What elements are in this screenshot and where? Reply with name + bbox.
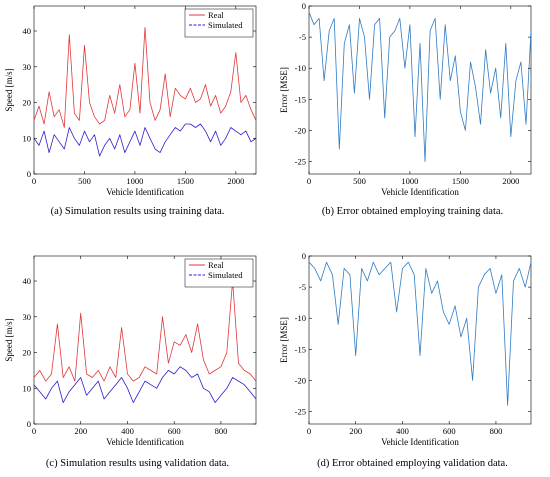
y-tick-label: -20 [295, 375, 306, 385]
y-tick-label: 40 [23, 276, 32, 286]
chart-panel-a: 0 500 1000 1500 2000 0 10 20 30 40 Vehicle Identif… [0, 0, 275, 200]
legend-box [184, 258, 254, 288]
y-tick-label: -5 [299, 282, 306, 292]
chart-panel-d: 0 200 400 600 800 0 -5 -10 -15 -20 -25 Vehicle Iden… [275, 250, 550, 450]
y-tick-label: 0 [27, 169, 31, 179]
chart-c-svg: 0 200 400 600 800 0 10 20 30 40 Vehicle Identifica… [4, 255, 257, 447]
x-tick-label: 400 [396, 426, 409, 436]
x-tick-label: 400 [121, 426, 134, 436]
y-tick-label: -10 [295, 313, 306, 323]
y-tick-label: -25 [295, 407, 306, 417]
series-line-real [33, 280, 257, 382]
caption-d: (d) Error obtained employing validation … [317, 458, 508, 469]
y-tick-label: -15 [295, 344, 306, 354]
series-line-error [308, 12, 532, 163]
legend-box [184, 8, 254, 38]
series-line-error [308, 261, 532, 406]
x-tick-label: 1000 [126, 176, 143, 186]
y-axis-label: Error [MSE] [279, 67, 289, 113]
y-tick-label: 30 [23, 62, 32, 72]
y-tick-label: 30 [23, 312, 32, 322]
y-tick-label: -20 [295, 125, 306, 135]
chart-panel-c: 0 200 400 600 800 0 10 20 30 40 Vehicle Identifica… [0, 250, 275, 450]
x-axis-label: Vehicle Identification [106, 437, 184, 447]
caption-a: (a) Simulation results using training da… [50, 206, 225, 217]
x-tick-label: 500 [353, 176, 366, 186]
chart-d-svg: 0 200 400 600 800 0 -5 -10 -15 -20 -25 Vehicle Iden… [279, 251, 532, 447]
y-tick-label: 0 [302, 1, 306, 11]
x-tick-label: 0 [32, 426, 36, 436]
y-tick-label: -15 [295, 94, 306, 104]
y-axis-label: Speed [m/s] [4, 318, 14, 361]
x-axis-label: Vehicle Identification [106, 187, 184, 197]
y-tick-label: 20 [23, 98, 32, 108]
legend-label: Real [208, 260, 224, 270]
y-tick-label: 10 [23, 133, 32, 143]
x-tick-label: 0 [307, 176, 311, 186]
y-axis-label: Error [MSE] [279, 317, 289, 363]
x-tick-label: 0 [307, 426, 311, 436]
legend-label: Real [208, 10, 224, 20]
x-tick-label: 1500 [177, 176, 194, 186]
x-tick-label: 2000 [227, 176, 244, 186]
caption-b: (b) Error obtained employing training da… [321, 206, 504, 217]
x-tick-label: 1000 [401, 176, 418, 186]
x-tick-label: 800 [490, 426, 503, 436]
x-tick-label: 600 [168, 426, 181, 436]
y-tick-label: 0 [302, 251, 306, 261]
y-tick-label: 10 [23, 383, 32, 393]
y-tick-label: -5 [299, 32, 306, 42]
series-line-simulated [33, 123, 257, 157]
y-tick-label: -25 [295, 157, 306, 167]
x-tick-label: 1500 [452, 176, 469, 186]
y-tick-label: 20 [23, 348, 32, 358]
y-axis-label: Speed [m/s] [4, 68, 14, 111]
x-tick-label: 0 [32, 176, 36, 186]
series-line-simulated [33, 366, 257, 404]
y-tick-label: -10 [295, 63, 306, 73]
plot-area [308, 255, 532, 425]
x-tick-label: 200 [349, 426, 362, 436]
chart-a-svg: 0 500 1000 1500 2000 0 10 20 30 40 Vehicle Identif… [4, 5, 257, 197]
y-tick-label: 0 [27, 419, 31, 429]
legend-label: Simulated [208, 20, 243, 30]
y-tick-label: 40 [23, 26, 32, 36]
series-line-real [33, 26, 257, 128]
x-tick-label: 800 [215, 426, 228, 436]
plot-area [308, 5, 532, 175]
caption-c: (c) Simulation results using validation … [45, 458, 230, 469]
x-axis-label: Vehicle Identification [381, 187, 459, 197]
chart-b-svg: 0 500 1000 1500 2000 0 -5 -10 -15 -20 -25 Vehicle I… [279, 1, 532, 197]
x-tick-label: 2000 [502, 176, 519, 186]
x-tick-label: 500 [78, 176, 91, 186]
x-tick-label: 200 [74, 426, 87, 436]
x-tick-label: 600 [443, 426, 456, 436]
chart-panel-b: 0 500 1000 1500 2000 0 -5 -10 -15 -20 -25 Vehicle I… [275, 0, 550, 200]
legend-label: Simulated [208, 270, 243, 280]
x-axis-label: Vehicle Identification [381, 437, 459, 447]
